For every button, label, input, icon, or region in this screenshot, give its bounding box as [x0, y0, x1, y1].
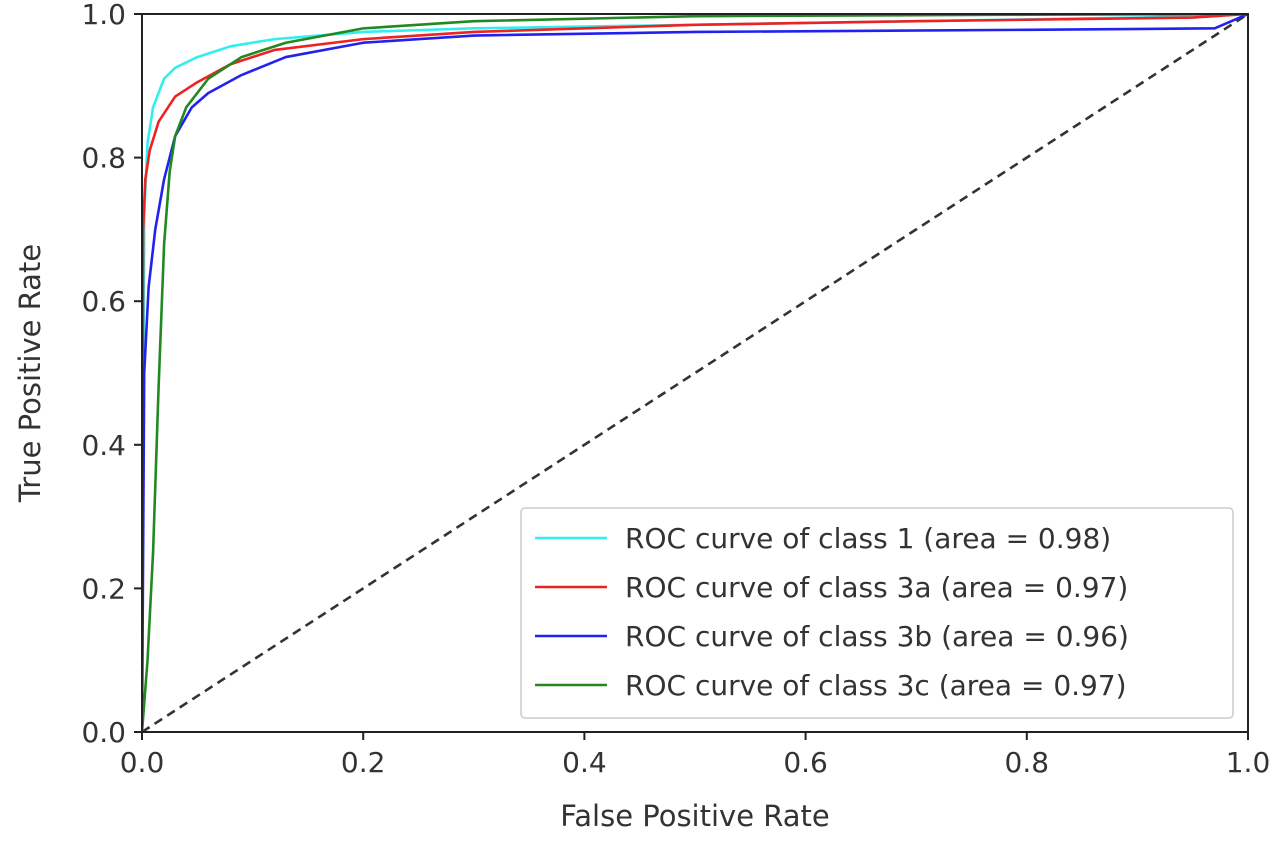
series-line-3	[142, 14, 1248, 732]
legend-label-4: ROC curve of class 3c (area = 0.97)	[625, 669, 1127, 702]
legend-label-1: ROC curve of class 1 (area = 0.98)	[625, 522, 1111, 555]
x-tick-label-4: 0.8	[1005, 746, 1050, 779]
x-tick-label-3: 0.6	[783, 746, 828, 779]
y-tick-label-0: 0.0	[81, 716, 126, 749]
x-tick-label-1: 0.2	[341, 746, 386, 779]
x-tick-label-5: 1.0	[1226, 746, 1271, 779]
axes: 0.0 0.2 0.4 0.6 0.8 1.0 0.0 0.2 0.4 0.6 0.8 1.0 Fals…	[13, 0, 1270, 833]
y-tick-label-4: 0.8	[81, 142, 126, 175]
y-axis-label: True Positive Rate	[13, 244, 47, 503]
x-tick-label-0: 0.0	[120, 746, 165, 779]
legend: ROC curve of class 1 (area = 0.98) ROC cu…	[520, 507, 1234, 719]
plot-frame	[141, 13, 1249, 733]
reference-diagonal-line	[142, 14, 1248, 732]
plot-area	[142, 14, 1248, 732]
legend-label-2: ROC curve of class 3a (area = 0.97)	[625, 571, 1128, 604]
y-tick-label-1: 0.2	[81, 572, 126, 605]
legend-box	[520, 507, 1234, 719]
legend-label-3: ROC curve of class 3b (area = 0.96)	[625, 620, 1129, 653]
y-tick-label-3: 0.6	[81, 285, 126, 318]
x-axis-label: False Positive Rate	[560, 799, 830, 833]
curves-group	[142, 14, 1248, 732]
y-tick-label-2: 0.4	[81, 429, 126, 462]
series-line-4	[142, 14, 1248, 732]
x-tick-label-2: 0.4	[562, 746, 607, 779]
y-tick-label-5: 1.0	[81, 0, 126, 31]
